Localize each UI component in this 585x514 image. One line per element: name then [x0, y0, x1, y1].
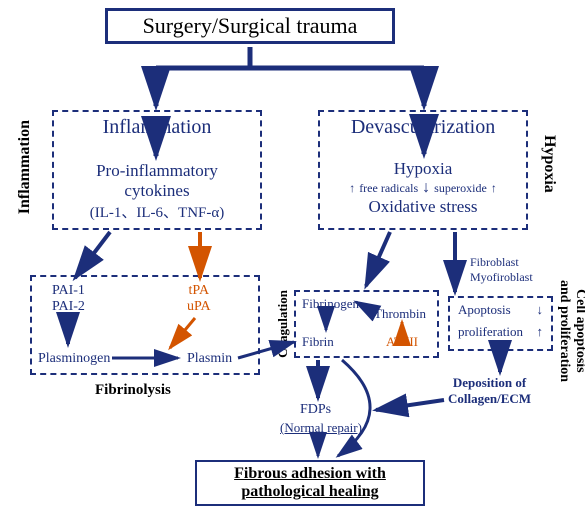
- proliferation-text: proliferation: [458, 324, 523, 340]
- devasc-title: Devascularization: [324, 116, 522, 139]
- plasminogen-text: Plasminogen: [38, 351, 110, 367]
- up-arrow-icon-3: ↑: [537, 324, 544, 340]
- inflammation-title: Inflammation: [58, 116, 256, 139]
- devasc-box: Devascularization Hypoxia ↑ free radical…: [318, 110, 528, 230]
- deposition-text: Deposition of Collagen/ECM: [448, 375, 531, 407]
- inflammation-l2: Pro-inflammatory: [58, 161, 256, 181]
- fibrinolysis-label: Fibrinolysis: [95, 382, 171, 399]
- tpa-text: tPA uPA: [187, 283, 211, 315]
- side-cell: Cell apoptosis and proliferation: [556, 280, 585, 382]
- side-inflammation: Inflammation: [16, 120, 34, 214]
- pai-text: PAI-1 PAI-2: [52, 283, 85, 315]
- fibrin-text: Fibrin: [302, 334, 334, 350]
- thrombin-text: Thrombin: [374, 306, 426, 322]
- devasc-l2: Hypoxia: [324, 159, 522, 179]
- devasc-l4: Oxidative stress: [324, 197, 522, 217]
- inflammation-l4: (IL-1、IL-6、TNF-α): [58, 201, 256, 222]
- up-arrow-icon-2: ↑: [491, 181, 497, 196]
- fibrinolysis-box: PAI-1 PAI-2 tPA uPA Plasminogen Plasmin: [30, 275, 260, 375]
- coagulation-box: Fibrinogen Fibrin Thrombin AT-III: [294, 290, 439, 358]
- cell-box: Apoptosis ↓ proliferation ↑: [448, 296, 553, 351]
- up-arrow-icon: ↑: [349, 181, 355, 196]
- devasc-l3b: superoxide: [434, 181, 487, 196]
- inflammation-box: Inflammation Pro-inflammatory cytokines …: [52, 110, 262, 230]
- inflammation-l3: cytokines: [58, 181, 256, 201]
- atiii-text: AT-III: [386, 334, 418, 350]
- coagulation-label: Coagulation: [275, 290, 291, 358]
- final-text: Fibrous adhesion with pathological heali…: [234, 465, 386, 501]
- final-box: Fibrous adhesion with pathological heali…: [195, 460, 425, 506]
- fdps-text: FDPs: [300, 402, 331, 418]
- plasmin-text: Plasmin: [187, 351, 232, 367]
- fibrinogen-text: Fibrinogen: [302, 296, 359, 312]
- fibroblast-label: Fibroblast Myofiroblast: [470, 255, 533, 285]
- normal-repair-text: (Normal repair): [280, 420, 362, 436]
- down-arrow-icon: ↓: [422, 179, 430, 197]
- devasc-l3a: free radicals: [359, 181, 418, 196]
- title-text: Surgery/Surgical trauma: [143, 13, 358, 39]
- down-arrow-icon-2: ↓: [537, 302, 544, 318]
- title-box: Surgery/Surgical trauma: [105, 8, 395, 44]
- side-hypoxia: Hypoxia: [540, 135, 558, 193]
- apoptosis-text: Apoptosis: [458, 302, 511, 318]
